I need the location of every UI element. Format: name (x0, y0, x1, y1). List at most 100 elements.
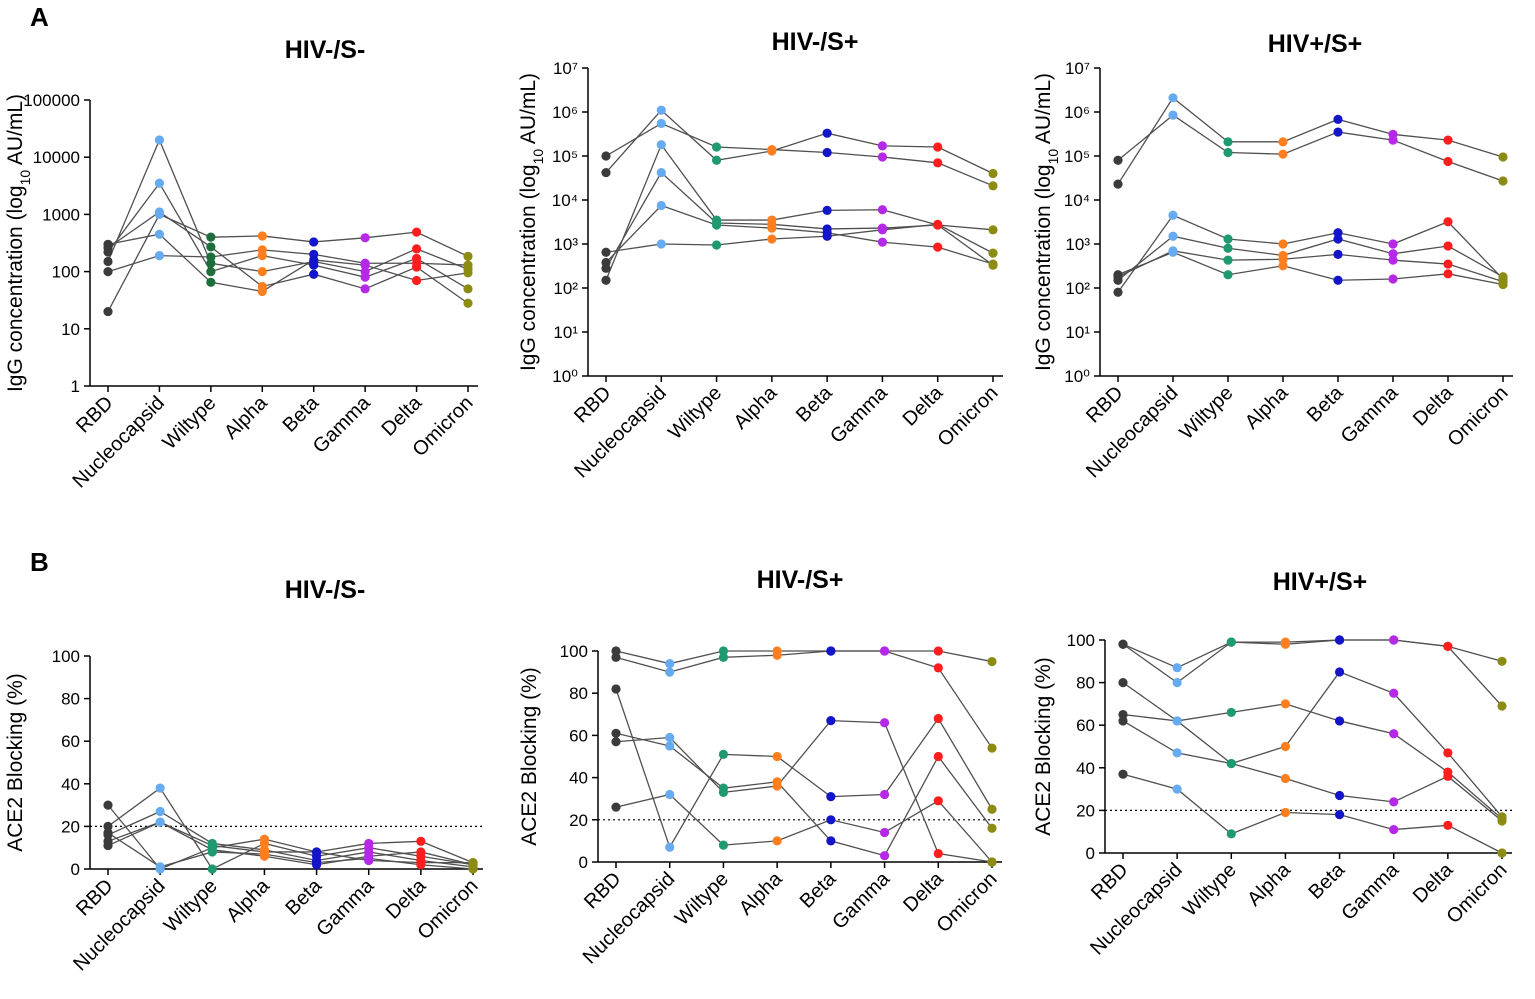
x-tick-label: Wiltype (664, 382, 726, 444)
data-point (154, 251, 165, 261)
y-tick-label: 10⁰ (1064, 367, 1090, 386)
data-point (1172, 784, 1182, 794)
data-point (259, 838, 270, 849)
chart-title: HIV-/S- (285, 36, 366, 64)
data-point (207, 864, 217, 874)
x-tick-label: Alpha (222, 874, 274, 926)
x-tick-label: Beta (279, 391, 324, 436)
x-tick-label: Beta (1304, 858, 1349, 903)
data-point (1223, 147, 1233, 158)
y-tick-label: 80 (1076, 674, 1095, 693)
data-point (411, 275, 422, 286)
data-point (877, 225, 888, 235)
x-tick-label: Gamma (828, 867, 894, 933)
data-point (826, 716, 836, 726)
data-point (879, 718, 890, 728)
data-point (877, 141, 888, 151)
data-point (665, 741, 675, 751)
data-point (611, 802, 621, 812)
x-tick-label: Wiltype (158, 392, 220, 454)
data-point (360, 260, 370, 270)
data-point (1498, 152, 1508, 162)
data-point (987, 743, 997, 753)
chart-a2: HIV-/S+ IgG concentration (log10 AU/mL) 10… (517, 28, 1003, 482)
series-line-5 (1117, 250, 1504, 283)
data-point (1280, 807, 1291, 818)
data-point (207, 840, 217, 851)
series-line-3 (1117, 214, 1504, 293)
data-point (1223, 234, 1233, 244)
data-point (822, 231, 832, 241)
data-point (877, 205, 888, 215)
y-tick-label: 40 (569, 769, 588, 788)
y-tick-label: 10⁷ (553, 59, 578, 78)
data-point (988, 168, 998, 179)
data-point (822, 128, 832, 138)
data-point (207, 847, 217, 857)
data-point (656, 167, 666, 178)
data-point (711, 155, 722, 165)
x-tick-label: Omicron (1443, 859, 1512, 928)
data-point (611, 652, 621, 662)
series-line-3 (107, 138, 469, 273)
series-line-3 (107, 810, 474, 868)
x-tick-label: Delta (378, 391, 427, 440)
series-line-6 (1117, 251, 1504, 286)
data-point (416, 847, 426, 857)
data-point (1389, 688, 1399, 698)
data-point (1389, 824, 1399, 835)
data-point (1333, 275, 1343, 285)
data-point (257, 231, 267, 241)
series-line-2 (107, 787, 474, 870)
data-point (767, 146, 777, 156)
x-tick-label: Delta (382, 874, 431, 923)
data-point (311, 858, 322, 868)
data-point (772, 781, 782, 791)
data-point (1168, 247, 1178, 257)
data-point (665, 789, 675, 800)
y-tick-label: 80 (569, 684, 588, 703)
y-tick-label: 10⁶ (1064, 103, 1090, 122)
chart-title: HIV-/S- (285, 576, 366, 604)
data-point (1226, 637, 1236, 647)
chart-title: HIV+/S+ (1273, 568, 1368, 596)
data-point (656, 239, 666, 249)
data-point (772, 751, 782, 762)
y-axis-label: ACE2 Blocking (%) (4, 673, 27, 852)
data-point (1223, 137, 1233, 147)
data-point (155, 862, 165, 872)
x-tick-label: Gamma (1337, 858, 1403, 924)
data-point (1388, 129, 1398, 139)
x-tick-label: RBD (1087, 859, 1132, 904)
data-point (1223, 270, 1233, 280)
chart-title: HIV-/S+ (772, 28, 859, 56)
data-point (1334, 667, 1345, 677)
chart-b2: HIV-/S+ACE2 Blocking (%)020406080100RBDN… (518, 566, 1002, 968)
data-point (103, 828, 113, 838)
x-tick-label: Omicron (1444, 382, 1513, 451)
data-point (1334, 790, 1345, 801)
data-point (416, 836, 426, 846)
data-point (611, 684, 621, 694)
data-point (1443, 259, 1453, 269)
x-tick-label: RBD (570, 382, 615, 427)
y-tick-label: 20 (61, 817, 80, 836)
data-point (1280, 639, 1291, 649)
x-tick-label: Wiltype (671, 868, 733, 930)
chart-a3: HIV+/S+ IgG concentration (log10 AU/mL)10… (1032, 30, 1513, 482)
data-point (1443, 135, 1453, 145)
y-tick-label: 40 (61, 775, 80, 794)
data-point (1278, 254, 1288, 264)
data-point (718, 787, 729, 797)
data-point (1223, 243, 1233, 253)
data-point (1223, 255, 1233, 265)
data-point (1497, 701, 1507, 711)
x-tick-label: Delta (899, 867, 948, 916)
data-point (416, 860, 426, 870)
data-point (767, 223, 777, 233)
data-point (611, 728, 621, 738)
data-point (206, 267, 216, 277)
x-tick-label: Wiltype (160, 875, 222, 937)
x-tick-label: Alpha (735, 867, 787, 919)
data-point (1278, 261, 1288, 271)
